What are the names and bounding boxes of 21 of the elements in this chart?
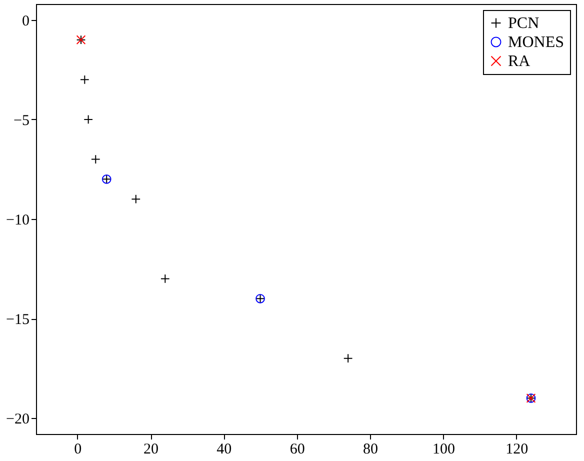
point [84,114,93,124]
x-tick-label: 0 [74,442,82,458]
x-tick-label: 100 [432,442,455,458]
y-tick-label: −10 [6,212,30,228]
legend-label: MONES [508,34,564,51]
point [90,154,100,164]
point [80,74,90,84]
legend-label: PCN [508,15,540,32]
x-tick-label: 40 [216,442,232,458]
point [160,274,170,284]
point [343,354,353,364]
legend-label: RA [508,53,531,70]
y-tick-label: 0 [22,13,30,30]
y-tick-label: −20 [6,412,30,428]
x-tick-label: 80 [363,442,378,458]
y-tick-label: −15 [6,312,30,328]
y-tick-label: −5 [14,112,30,129]
x-tick-label: 120 [506,442,528,458]
point [131,194,141,204]
x-tick-label: 20 [144,442,159,458]
x-tick-label: 60 [290,442,305,458]
